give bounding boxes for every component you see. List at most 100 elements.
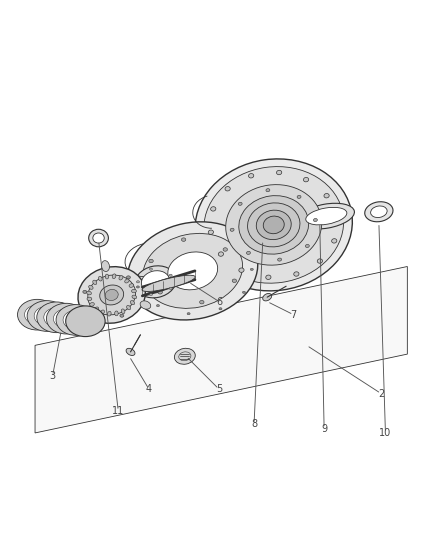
Ellipse shape [371, 206, 387, 217]
Ellipse shape [115, 311, 118, 316]
Ellipse shape [53, 309, 79, 328]
Ellipse shape [306, 207, 347, 225]
Text: 9: 9 [321, 424, 327, 433]
Text: 7: 7 [290, 310, 297, 320]
Ellipse shape [239, 268, 244, 272]
Ellipse shape [158, 290, 162, 294]
Ellipse shape [195, 159, 352, 291]
Ellipse shape [87, 297, 92, 301]
Ellipse shape [168, 252, 218, 290]
Ellipse shape [174, 348, 195, 364]
Ellipse shape [263, 294, 272, 301]
Ellipse shape [223, 248, 227, 251]
Ellipse shape [129, 284, 134, 287]
Ellipse shape [334, 215, 339, 220]
Ellipse shape [187, 312, 190, 315]
Ellipse shape [56, 304, 95, 335]
Text: 8: 8 [251, 419, 257, 429]
Ellipse shape [230, 228, 234, 231]
Ellipse shape [88, 285, 93, 289]
Ellipse shape [78, 266, 145, 324]
Ellipse shape [126, 349, 135, 356]
Ellipse shape [156, 304, 159, 306]
Text: 10: 10 [379, 428, 392, 438]
Ellipse shape [88, 275, 136, 315]
Ellipse shape [79, 309, 89, 319]
Ellipse shape [142, 275, 195, 292]
Polygon shape [35, 266, 407, 433]
Ellipse shape [332, 239, 337, 243]
Ellipse shape [314, 219, 318, 222]
Ellipse shape [137, 281, 139, 283]
Ellipse shape [324, 193, 329, 198]
Ellipse shape [169, 287, 172, 289]
Ellipse shape [239, 196, 309, 254]
Ellipse shape [169, 274, 172, 276]
Text: 11: 11 [112, 406, 124, 416]
Ellipse shape [204, 167, 344, 283]
Ellipse shape [247, 203, 300, 247]
Ellipse shape [181, 238, 186, 241]
Text: 6: 6 [216, 296, 222, 306]
Ellipse shape [211, 207, 216, 211]
Ellipse shape [130, 301, 135, 305]
Ellipse shape [99, 276, 102, 281]
Ellipse shape [248, 174, 254, 178]
Ellipse shape [18, 300, 57, 330]
Ellipse shape [149, 268, 152, 270]
Ellipse shape [34, 306, 60, 326]
Ellipse shape [93, 280, 97, 285]
Ellipse shape [298, 203, 354, 229]
Ellipse shape [294, 272, 299, 276]
Ellipse shape [100, 285, 124, 305]
Ellipse shape [225, 187, 230, 191]
Ellipse shape [232, 279, 237, 282]
Ellipse shape [105, 274, 109, 279]
Ellipse shape [83, 290, 87, 293]
Ellipse shape [143, 233, 243, 309]
Ellipse shape [135, 266, 176, 298]
Text: 4: 4 [146, 384, 152, 394]
Ellipse shape [27, 301, 67, 332]
Ellipse shape [66, 306, 105, 336]
Ellipse shape [149, 294, 152, 296]
Ellipse shape [119, 276, 123, 280]
Ellipse shape [88, 229, 109, 247]
Ellipse shape [200, 301, 204, 304]
Ellipse shape [131, 289, 136, 293]
Ellipse shape [218, 252, 223, 256]
Ellipse shape [208, 230, 213, 235]
Ellipse shape [242, 291, 245, 294]
Ellipse shape [238, 202, 242, 205]
Ellipse shape [105, 289, 118, 301]
Ellipse shape [140, 301, 151, 309]
Ellipse shape [25, 305, 50, 324]
Ellipse shape [278, 258, 282, 261]
Ellipse shape [87, 291, 92, 295]
Ellipse shape [250, 268, 253, 270]
Ellipse shape [125, 279, 129, 283]
Ellipse shape [266, 275, 271, 279]
Ellipse shape [297, 196, 301, 198]
Ellipse shape [266, 189, 270, 192]
Ellipse shape [305, 245, 309, 247]
Ellipse shape [226, 184, 322, 265]
Ellipse shape [120, 314, 124, 317]
Ellipse shape [90, 303, 94, 306]
Ellipse shape [276, 171, 282, 175]
Ellipse shape [127, 276, 131, 279]
Ellipse shape [136, 286, 139, 288]
Ellipse shape [46, 303, 86, 334]
Ellipse shape [256, 210, 291, 240]
Ellipse shape [247, 252, 251, 254]
Ellipse shape [44, 308, 69, 327]
Text: 5: 5 [216, 384, 222, 394]
Ellipse shape [121, 309, 125, 313]
Ellipse shape [317, 259, 322, 263]
Ellipse shape [102, 261, 110, 271]
Ellipse shape [141, 271, 170, 293]
Ellipse shape [94, 307, 99, 311]
Text: 2: 2 [378, 389, 384, 399]
Text: 3: 3 [49, 371, 56, 381]
Ellipse shape [132, 295, 137, 299]
